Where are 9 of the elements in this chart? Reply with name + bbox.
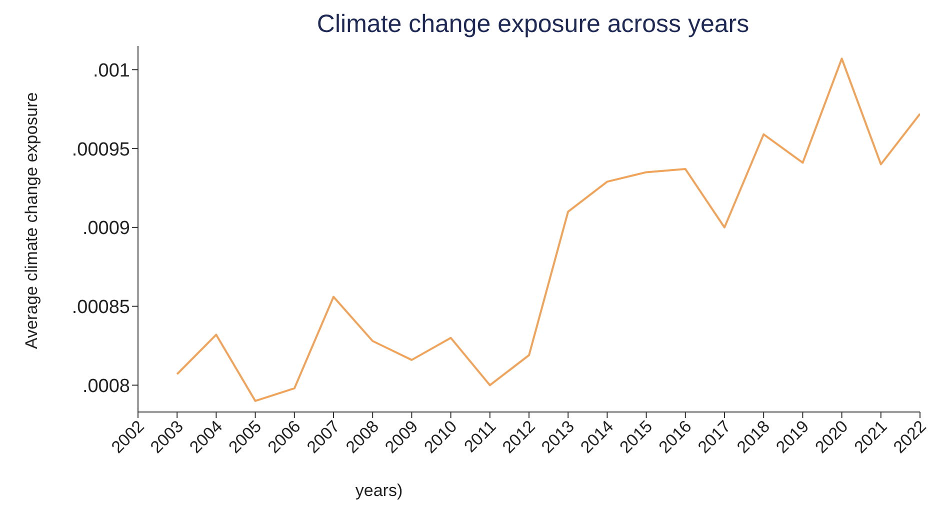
y-tick-label: .00085 bbox=[72, 297, 130, 318]
y-tick-label: .0008 bbox=[82, 376, 130, 397]
y-axis-title: Average climate change exposure bbox=[22, 92, 42, 349]
y-tick-label: .00095 bbox=[72, 139, 130, 160]
x-axis-title: years) bbox=[355, 481, 403, 500]
line-series bbox=[176, 58, 920, 402]
chart-title: Climate change exposure across years bbox=[316, 9, 750, 40]
y-tick-label: .0009 bbox=[82, 218, 130, 240]
y-tick-label: .001 bbox=[93, 60, 130, 82]
